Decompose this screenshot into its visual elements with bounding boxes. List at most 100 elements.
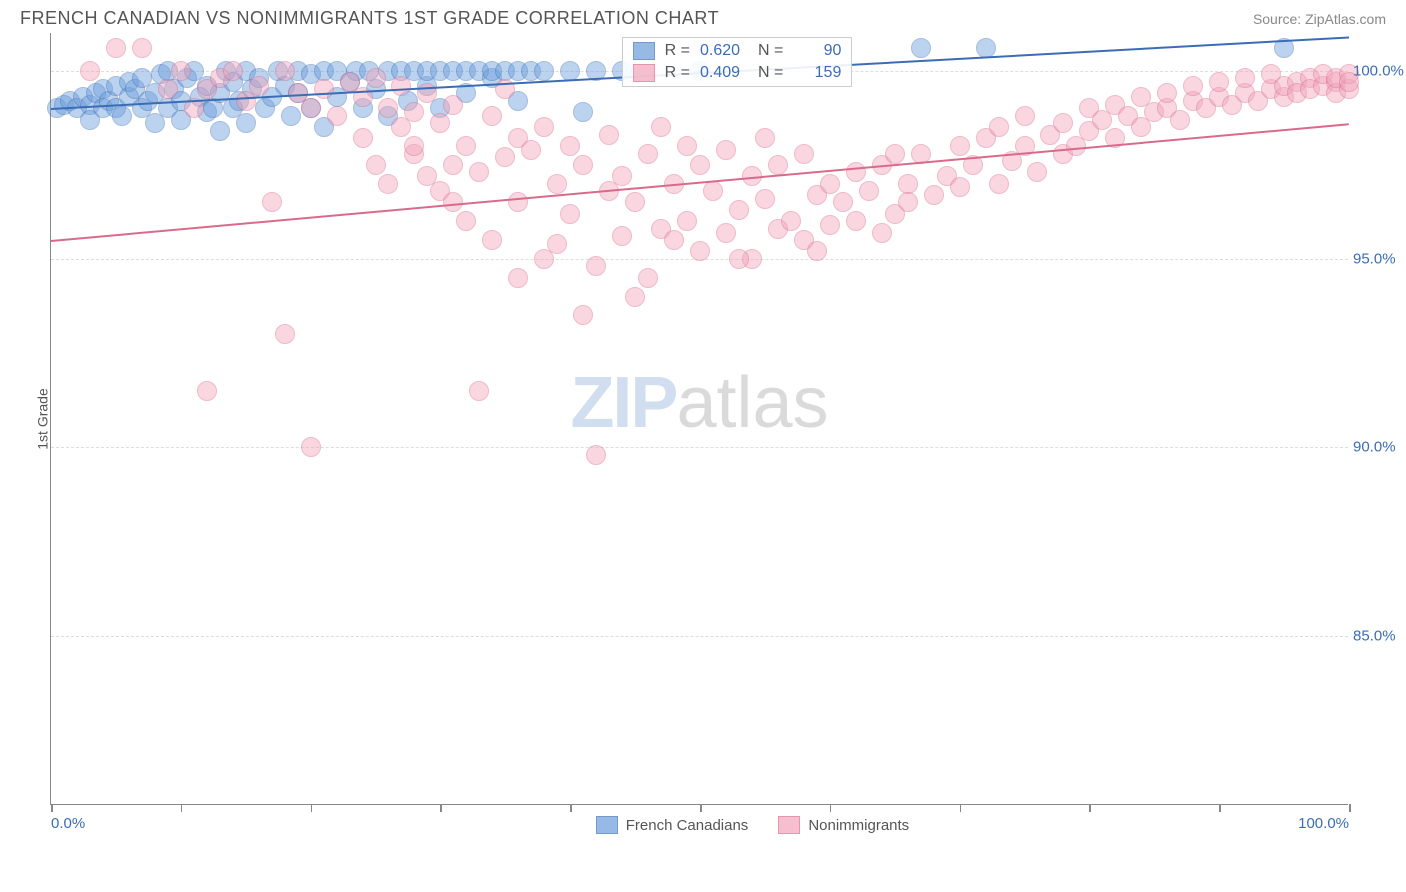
data-point-nonimmigrants [729, 200, 749, 220]
data-point-nonimmigrants [469, 162, 489, 182]
data-point-nonimmigrants [573, 155, 593, 175]
data-point-nonimmigrants [794, 144, 814, 164]
data-point-nonimmigrants [560, 204, 580, 224]
data-point-nonimmigrants [378, 174, 398, 194]
data-point-nonimmigrants [989, 174, 1009, 194]
data-point-nonimmigrants [638, 144, 658, 164]
watermark-zip: ZIP [570, 363, 676, 443]
x-tick [960, 804, 962, 812]
data-point-nonimmigrants [1027, 162, 1047, 182]
data-point-nonimmigrants [716, 140, 736, 160]
legend-item-nonimmigrants: Nonimmigrants [778, 816, 909, 834]
data-point-nonimmigrants [469, 381, 489, 401]
data-point-nonimmigrants [612, 166, 632, 186]
data-point-french_canadians [573, 102, 593, 122]
data-point-nonimmigrants [132, 38, 152, 58]
legend-swatch [596, 816, 618, 834]
data-point-nonimmigrants [638, 268, 658, 288]
stats-swatch [633, 64, 655, 82]
data-point-nonimmigrants [625, 192, 645, 212]
data-point-nonimmigrants [443, 95, 463, 115]
data-point-nonimmigrants [612, 226, 632, 246]
data-point-nonimmigrants [586, 256, 606, 276]
legend-label: French Canadians [626, 817, 749, 834]
x-tick [440, 804, 442, 812]
data-point-nonimmigrants [482, 230, 502, 250]
x-tick-label: 100.0% [1298, 815, 1349, 832]
stats-swatch [633, 42, 655, 60]
data-point-nonimmigrants [482, 106, 502, 126]
data-point-nonimmigrants [327, 106, 347, 126]
data-point-nonimmigrants [366, 155, 386, 175]
data-point-nonimmigrants [950, 136, 970, 156]
data-point-nonimmigrants [885, 144, 905, 164]
watermark: ZIPatlas [570, 362, 828, 444]
x-tick [1349, 804, 1351, 812]
x-tick [51, 804, 53, 812]
data-point-nonimmigrants [314, 79, 334, 99]
stat-n-label: N = [758, 64, 783, 82]
data-point-nonimmigrants [443, 155, 463, 175]
data-point-nonimmigrants [664, 230, 684, 250]
data-point-nonimmigrants [197, 381, 217, 401]
data-point-nonimmigrants [301, 437, 321, 457]
data-point-nonimmigrants [456, 211, 476, 231]
data-point-nonimmigrants [508, 268, 528, 288]
data-point-nonimmigrants [716, 223, 736, 243]
data-point-nonimmigrants [651, 117, 671, 137]
grid-line [51, 636, 1348, 637]
x-tick [1089, 804, 1091, 812]
data-point-nonimmigrants [1235, 68, 1255, 88]
grid-line [51, 447, 1348, 448]
legend-label: Nonimmigrants [808, 817, 909, 834]
data-point-nonimmigrants [846, 162, 866, 182]
data-point-nonimmigrants [625, 287, 645, 307]
data-point-nonimmigrants [924, 185, 944, 205]
stat-r-label: R = [665, 42, 690, 60]
data-point-nonimmigrants [1170, 110, 1190, 130]
x-tick [830, 804, 832, 812]
data-point-nonimmigrants [677, 211, 697, 231]
x-tick [1219, 804, 1221, 812]
data-point-nonimmigrants [430, 113, 450, 133]
data-point-nonimmigrants [1053, 113, 1073, 133]
data-point-nonimmigrants [703, 181, 723, 201]
x-tick [181, 804, 183, 812]
data-point-nonimmigrants [223, 61, 243, 81]
data-point-french_canadians [112, 106, 132, 126]
chart-source: Source: ZipAtlas.com [1253, 11, 1386, 27]
data-point-nonimmigrants [275, 324, 295, 344]
chart-title: FRENCH CANADIAN VS NONIMMIGRANTS 1ST GRA… [20, 8, 719, 29]
correlation-stats-box: R =0.620N =90R =0.409N =159 [622, 37, 853, 87]
data-point-nonimmigrants [989, 117, 1009, 137]
stats-row-nonimmigrants: R =0.409N =159 [623, 62, 852, 84]
data-point-nonimmigrants [781, 211, 801, 231]
data-point-nonimmigrants [456, 136, 476, 156]
watermark-atlas: atlas [676, 363, 828, 443]
chart-legend: French Canadians Nonimmigrants [596, 816, 909, 834]
stat-r-value: 0.620 [700, 42, 748, 60]
data-point-nonimmigrants [950, 177, 970, 197]
data-point-nonimmigrants [391, 76, 411, 96]
chart-area: 1st Grade ZIPatlas R =0.620N =90R =0.409… [50, 33, 1386, 805]
trend-line-nonimmigrants [51, 123, 1349, 242]
y-tick-label: 95.0% [1353, 250, 1406, 267]
data-point-nonimmigrants [755, 189, 775, 209]
x-tick [570, 804, 572, 812]
data-point-nonimmigrants [872, 223, 892, 243]
x-tick [311, 804, 313, 812]
data-point-nonimmigrants [729, 249, 749, 269]
data-point-french_canadians [210, 121, 230, 141]
data-point-french_canadians [911, 38, 931, 58]
data-point-nonimmigrants [521, 140, 541, 160]
stats-row-french_canadians: R =0.620N =90 [623, 40, 852, 62]
data-point-nonimmigrants [106, 38, 126, 58]
data-point-nonimmigrants [560, 136, 580, 156]
stat-n-label: N = [758, 42, 783, 60]
data-point-nonimmigrants [353, 128, 373, 148]
data-point-nonimmigrants [846, 211, 866, 231]
data-point-nonimmigrants [262, 192, 282, 212]
data-point-nonimmigrants [677, 136, 697, 156]
stat-r-value: 0.409 [700, 64, 748, 82]
data-point-nonimmigrants [547, 174, 567, 194]
